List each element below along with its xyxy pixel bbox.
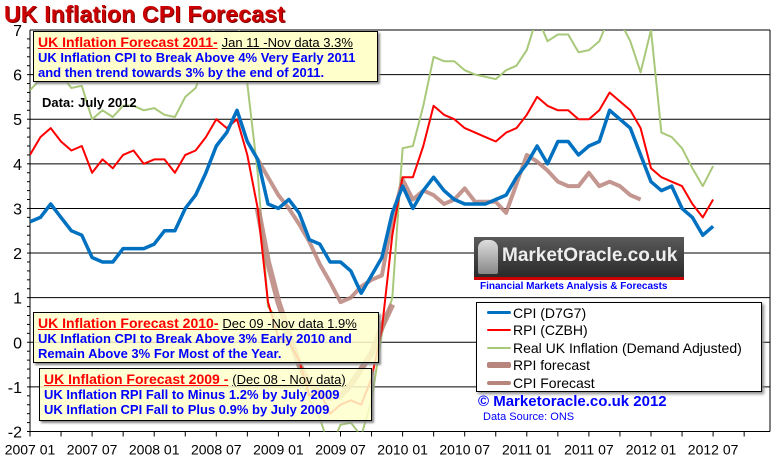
y-tick-label: 1: [13, 291, 22, 308]
annotation-2009-line2: UK Inflation CPI Fall to Plus 0.9% by Ju…: [44, 402, 330, 417]
legend-label: RPI (CZBH): [513, 322, 588, 339]
annotation-2010-detail: Dec 09 -Nov data 1.9%: [222, 316, 357, 331]
x-tick-label: 2010 01: [377, 442, 428, 458]
x-tick-label: 2008 07: [191, 442, 242, 458]
y-tick-label: 3: [13, 201, 22, 218]
legend-item-cpi: CPI (D7G7): [487, 304, 761, 322]
data-date-note: Data: July 2012: [42, 95, 137, 110]
x-tick-label: 2011 07: [564, 442, 614, 458]
data-source: Data Source: ONS: [483, 411, 575, 423]
marketoracle-logo: MarketOracle.co.uk: [474, 237, 684, 280]
legend-label: Real UK Inflation (Demand Adjusted): [513, 339, 742, 356]
x-tick-label: 2007 07: [67, 442, 118, 458]
legend-label: RPI forecast: [513, 357, 591, 374]
statue-icon: [478, 240, 498, 274]
series-line-cpi-forecast: [255, 152, 642, 305]
legend-item-cpi-forecast: CPI Forecast: [487, 374, 761, 392]
y-tick-label: 4: [13, 157, 22, 174]
annotation-2009-line1: UK Inflation RPI Fall to Minus 1.2% by J…: [44, 387, 340, 402]
x-tick-label: 2009 07: [315, 442, 366, 458]
legend-label: CPI Forecast: [513, 374, 595, 391]
x-tick-label: 2009 01: [253, 442, 304, 458]
x-tick-label: 2012 07: [688, 442, 739, 458]
legend-item-rpi: RPI (CZBH): [487, 322, 761, 340]
y-tick-label: 0: [13, 335, 22, 352]
x-tick-label: 2011 01: [502, 442, 552, 458]
legend-item-rpi-forecast: RPI forecast: [487, 357, 761, 375]
legend-label: CPI (D7G7): [513, 304, 587, 321]
y-tick-label: 7: [13, 23, 22, 40]
x-tick-label: 2010 07: [439, 442, 490, 458]
copyright: © Marketoracle.co.uk 2012: [478, 393, 667, 410]
logo-text: MarketOracle.co.uk: [502, 245, 678, 266]
y-tick-label: 2: [13, 246, 22, 263]
x-tick-label: 2008 01: [129, 442, 180, 458]
annotation-2009: UK Inflation Forecast 2009 - (Dec 08 - N…: [39, 368, 372, 421]
series-line-cpi-d7g7-: [30, 108, 715, 295]
logo-tagline: Financial Markets Analysis & Forecasts: [480, 281, 668, 292]
annotation-2011-line1: UK Inflation CPI to Break Above 4% Very …: [38, 50, 356, 65]
y-tick-label: 5: [13, 112, 22, 129]
legend-swatch: [487, 346, 511, 349]
annotation-2011-line2: and then trend towards 3% by the end of …: [38, 65, 325, 80]
annotation-2009-heading: UK Inflation Forecast 2009 -: [44, 371, 229, 387]
legend-swatch: [487, 362, 511, 369]
legend-swatch: [487, 311, 511, 315]
x-tick-label: 2012 01: [626, 442, 677, 458]
annotation-2010-heading: UK Inflation Forecast 2010-: [38, 315, 219, 331]
legend: CPI (D7G7) RPI (CZBH) Real UK Inflation …: [476, 302, 762, 392]
y-tick-label: -2: [8, 425, 22, 442]
annotation-2010-line2: Remain Above 3% For Most of the Year.: [38, 346, 282, 361]
legend-item-real: Real UK Inflation (Demand Adjusted): [487, 339, 761, 357]
annotation-2010: UK Inflation Forecast 2010- Dec 09 -Nov …: [33, 312, 379, 363]
y-tick-label: 6: [13, 68, 22, 85]
annotation-2010-line1: UK Inflation CPI to Break Above 3% Early…: [38, 331, 352, 346]
annotation-2009-detail: (Dec 08 - Nov data): [232, 372, 346, 387]
chart-title: UK Inflation CPI Forecast: [4, 1, 286, 27]
annotation-2011: UK Inflation Forecast 2011- Jan 11 -Nov …: [33, 31, 378, 82]
x-tick-label: 2007 01: [5, 442, 56, 458]
y-tick-label: -1: [8, 380, 22, 397]
annotation-2011-heading: UK Inflation Forecast 2011-: [38, 34, 218, 50]
annotation-2011-detail: Jan 11 -Nov data 3.3%: [221, 35, 353, 50]
legend-swatch: [487, 329, 511, 332]
legend-swatch: [487, 380, 511, 385]
